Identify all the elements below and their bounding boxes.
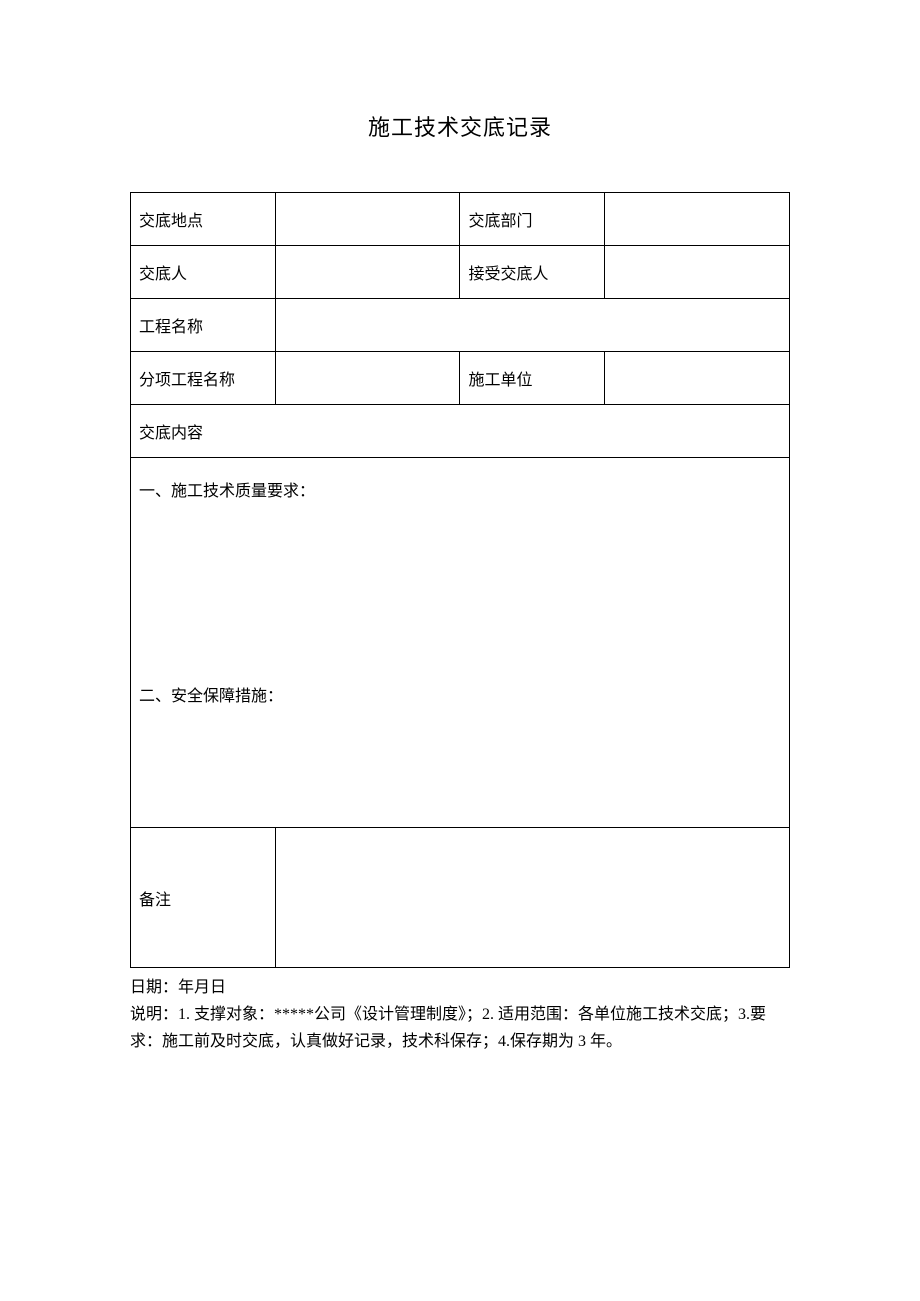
receiver-label: 接受交底人	[460, 246, 605, 299]
table-row: 交底内容	[131, 405, 790, 458]
date-line: 日期：年月日	[130, 974, 790, 1001]
table-row: 备注	[131, 828, 790, 968]
department-label: 交底部门	[460, 193, 605, 246]
safety-measures-section: 二、安全保障措施：	[139, 679, 781, 714]
location-label: 交底地点	[131, 193, 276, 246]
subproject-label: 分项工程名称	[131, 352, 276, 405]
tech-quality-section: 一、施工技术质量要求：	[139, 474, 781, 509]
table-row: 交底地点 交底部门	[131, 193, 790, 246]
footer: 日期：年月日 说明：1. 支撑对象：*****公司《设计管理制度》；2. 适用范…	[130, 974, 790, 1056]
table-row: 一、施工技术质量要求： 二、安全保障措施：	[131, 458, 790, 828]
table-row: 交底人 接受交底人	[131, 246, 790, 299]
project-name-value	[275, 299, 789, 352]
construction-unit-value	[605, 352, 790, 405]
location-value	[275, 193, 460, 246]
content-header: 交底内容	[131, 405, 790, 458]
project-name-label: 工程名称	[131, 299, 276, 352]
content-body: 一、施工技术质量要求： 二、安全保障措施：	[131, 458, 790, 828]
note-line: 说明：1. 支撑对象：*****公司《设计管理制度》；2. 适用范围：各单位施工…	[130, 1001, 790, 1055]
remarks-label: 备注	[131, 828, 276, 968]
department-value	[605, 193, 790, 246]
receiver-value	[605, 246, 790, 299]
table-row: 分项工程名称 施工单位	[131, 352, 790, 405]
table-row: 工程名称	[131, 299, 790, 352]
form-table: 交底地点 交底部门 交底人 接受交底人 工程名称 分项工程名称 施工单位 交底内…	[130, 192, 790, 968]
document-title: 施工技术交底记录	[130, 110, 790, 142]
presenter-label: 交底人	[131, 246, 276, 299]
construction-unit-label: 施工单位	[460, 352, 605, 405]
remarks-value	[275, 828, 789, 968]
subproject-value	[275, 352, 460, 405]
presenter-value	[275, 246, 460, 299]
